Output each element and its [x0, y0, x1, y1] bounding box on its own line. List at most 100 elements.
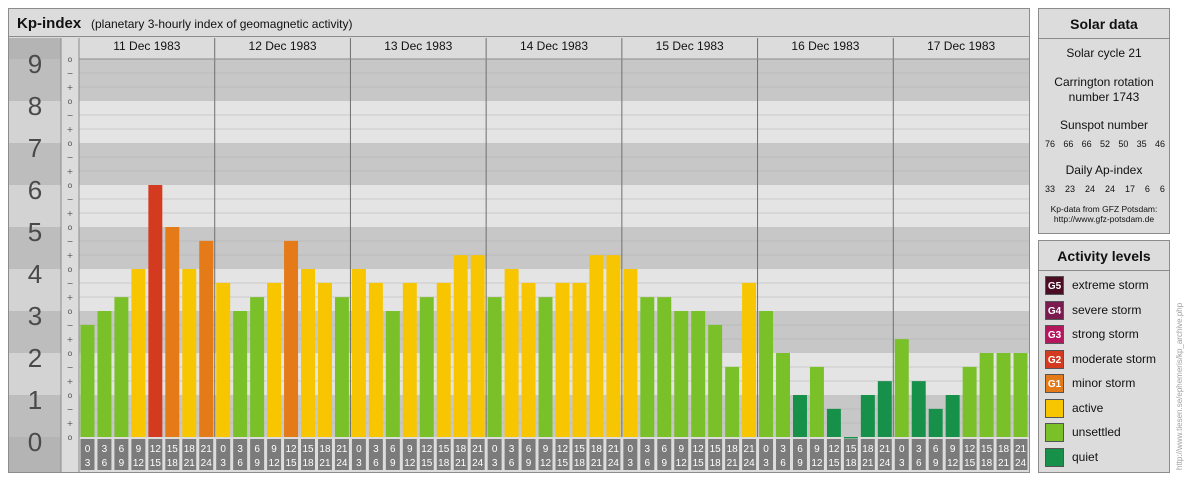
interval-end: 21: [319, 458, 331, 469]
minor-tick-label: o: [68, 181, 73, 190]
kp-bar: [165, 227, 180, 437]
chart-subtitle: (planetary 3-hourly index of geomagnetic…: [91, 17, 353, 31]
kp-bar: [928, 408, 943, 437]
gfz-link[interactable]: http://www.gfz-potsdam.de: [1053, 214, 1155, 224]
kp-bar: [538, 297, 553, 437]
y-label-band: [9, 227, 61, 269]
interval-box: [538, 439, 553, 470]
interval-end: 3: [220, 458, 226, 469]
kp-band: [79, 143, 1029, 185]
kp-bar: [284, 240, 299, 437]
interval-start: 12: [557, 444, 569, 455]
interval-box: [776, 439, 790, 470]
minor-tick-label: +: [67, 251, 74, 260]
interval-start: 21: [879, 444, 891, 455]
interval-end: 12: [947, 458, 959, 469]
interval-start: 18: [727, 444, 739, 455]
interval-start: 15: [438, 444, 450, 455]
interval-start: 6: [661, 444, 667, 455]
minor-tick-label: o: [68, 223, 73, 232]
legend-swatch: G3: [1045, 325, 1064, 344]
interval-start: 3: [509, 444, 515, 455]
interval-box: [725, 439, 740, 470]
interval-box: [165, 439, 180, 470]
interval-end: 24: [201, 458, 213, 469]
kp-title-bar: Kp-index (planetary 3-hourly index of ge…: [9, 9, 1029, 37]
kp-bar: [148, 185, 163, 437]
interval-end: 21: [998, 458, 1010, 469]
interval-start: 0: [763, 444, 769, 455]
interval-box: [267, 439, 282, 470]
minor-tick-label: −: [67, 237, 74, 246]
interval-box: [1013, 439, 1028, 470]
interval-start: 6: [119, 444, 125, 455]
minor-tick-label: +: [67, 293, 74, 302]
minor-tick-label: −: [67, 153, 74, 162]
day-label: 14 Dec 1983: [520, 39, 588, 53]
interval-start: 21: [472, 444, 484, 455]
legend-label: unsettled: [1072, 425, 1121, 439]
kp-bar: [368, 282, 383, 437]
legend-swatch: [1045, 398, 1064, 418]
interval-box: [674, 439, 689, 470]
kp-bar: [487, 297, 502, 437]
solar-data-title: Solar data: [1039, 9, 1169, 39]
kp-bar: [334, 297, 349, 437]
interval-start: 9: [407, 444, 413, 455]
interval-end: 6: [237, 458, 243, 469]
interval-box: [708, 439, 723, 470]
kp-band: [79, 101, 1029, 143]
kp-chart: 0123456789o+o+−o+−o+−o+−o+−o+−o+−o+−o−11…: [9, 38, 1029, 472]
interval-box: [148, 439, 163, 470]
legend-label: severe storm: [1072, 302, 1142, 317]
interval-end: 24: [879, 458, 891, 469]
kp-bar: [131, 269, 146, 437]
interval-start: 0: [85, 444, 91, 455]
kp-bar: [504, 269, 519, 437]
kp-bar: [776, 353, 790, 437]
interval-end: 6: [102, 458, 108, 469]
interval-box: [809, 439, 824, 470]
kp-bar: [725, 366, 740, 437]
watermark-url: http://www.tiesen.se/ephemeris/kp_archiv…: [1175, 302, 1184, 470]
interval-start: 9: [950, 444, 956, 455]
interval-start: 18: [862, 444, 874, 455]
day-label: 16 Dec 1983: [791, 39, 859, 53]
minor-tick-label: −: [67, 321, 74, 330]
interval-end: 9: [526, 458, 532, 469]
legend-item-extreme-storm: G5 extreme storm: [1045, 275, 1167, 295]
interval-end: 9: [119, 458, 125, 469]
interval-box: [877, 439, 892, 470]
interval-start: 21: [201, 444, 213, 455]
ap-index-values: 33 23 24 24 17 6 6: [1045, 184, 1165, 194]
legend-swatch: G2: [1045, 349, 1064, 369]
interval-start: 0: [492, 444, 498, 455]
legend-swatch: [1045, 447, 1064, 467]
activity-levels-title: Activity levels: [1039, 241, 1169, 271]
interval-box: [860, 439, 875, 470]
kp-bar: [877, 381, 892, 437]
kp-bar: [301, 269, 315, 437]
interval-end: 15: [693, 458, 705, 469]
y-tick-label: 3: [28, 301, 42, 331]
day-label: 17 Dec 1983: [927, 39, 995, 53]
kp-bar: [911, 381, 926, 437]
legend-label: minor storm: [1072, 376, 1136, 390]
kp-bar: [809, 366, 824, 437]
interval-start: 6: [797, 444, 803, 455]
interval-start: 18: [184, 444, 196, 455]
interval-start: 9: [271, 444, 277, 455]
interval-start: 3: [102, 444, 108, 455]
interval-start: 9: [814, 444, 820, 455]
kp-bar: [318, 282, 332, 437]
ap-value: 24: [1084, 184, 1095, 194]
kp-bar: [640, 297, 655, 437]
kp-bar: [606, 255, 621, 437]
sunspot-value: 66: [1081, 139, 1092, 149]
sunspot-label: Sunspot number: [1059, 118, 1149, 132]
kp-bar: [114, 297, 129, 437]
interval-end: 18: [981, 458, 993, 469]
kp-bar: [962, 366, 977, 437]
sunspot-value: 50: [1118, 139, 1129, 149]
interval-end: 15: [421, 458, 433, 469]
